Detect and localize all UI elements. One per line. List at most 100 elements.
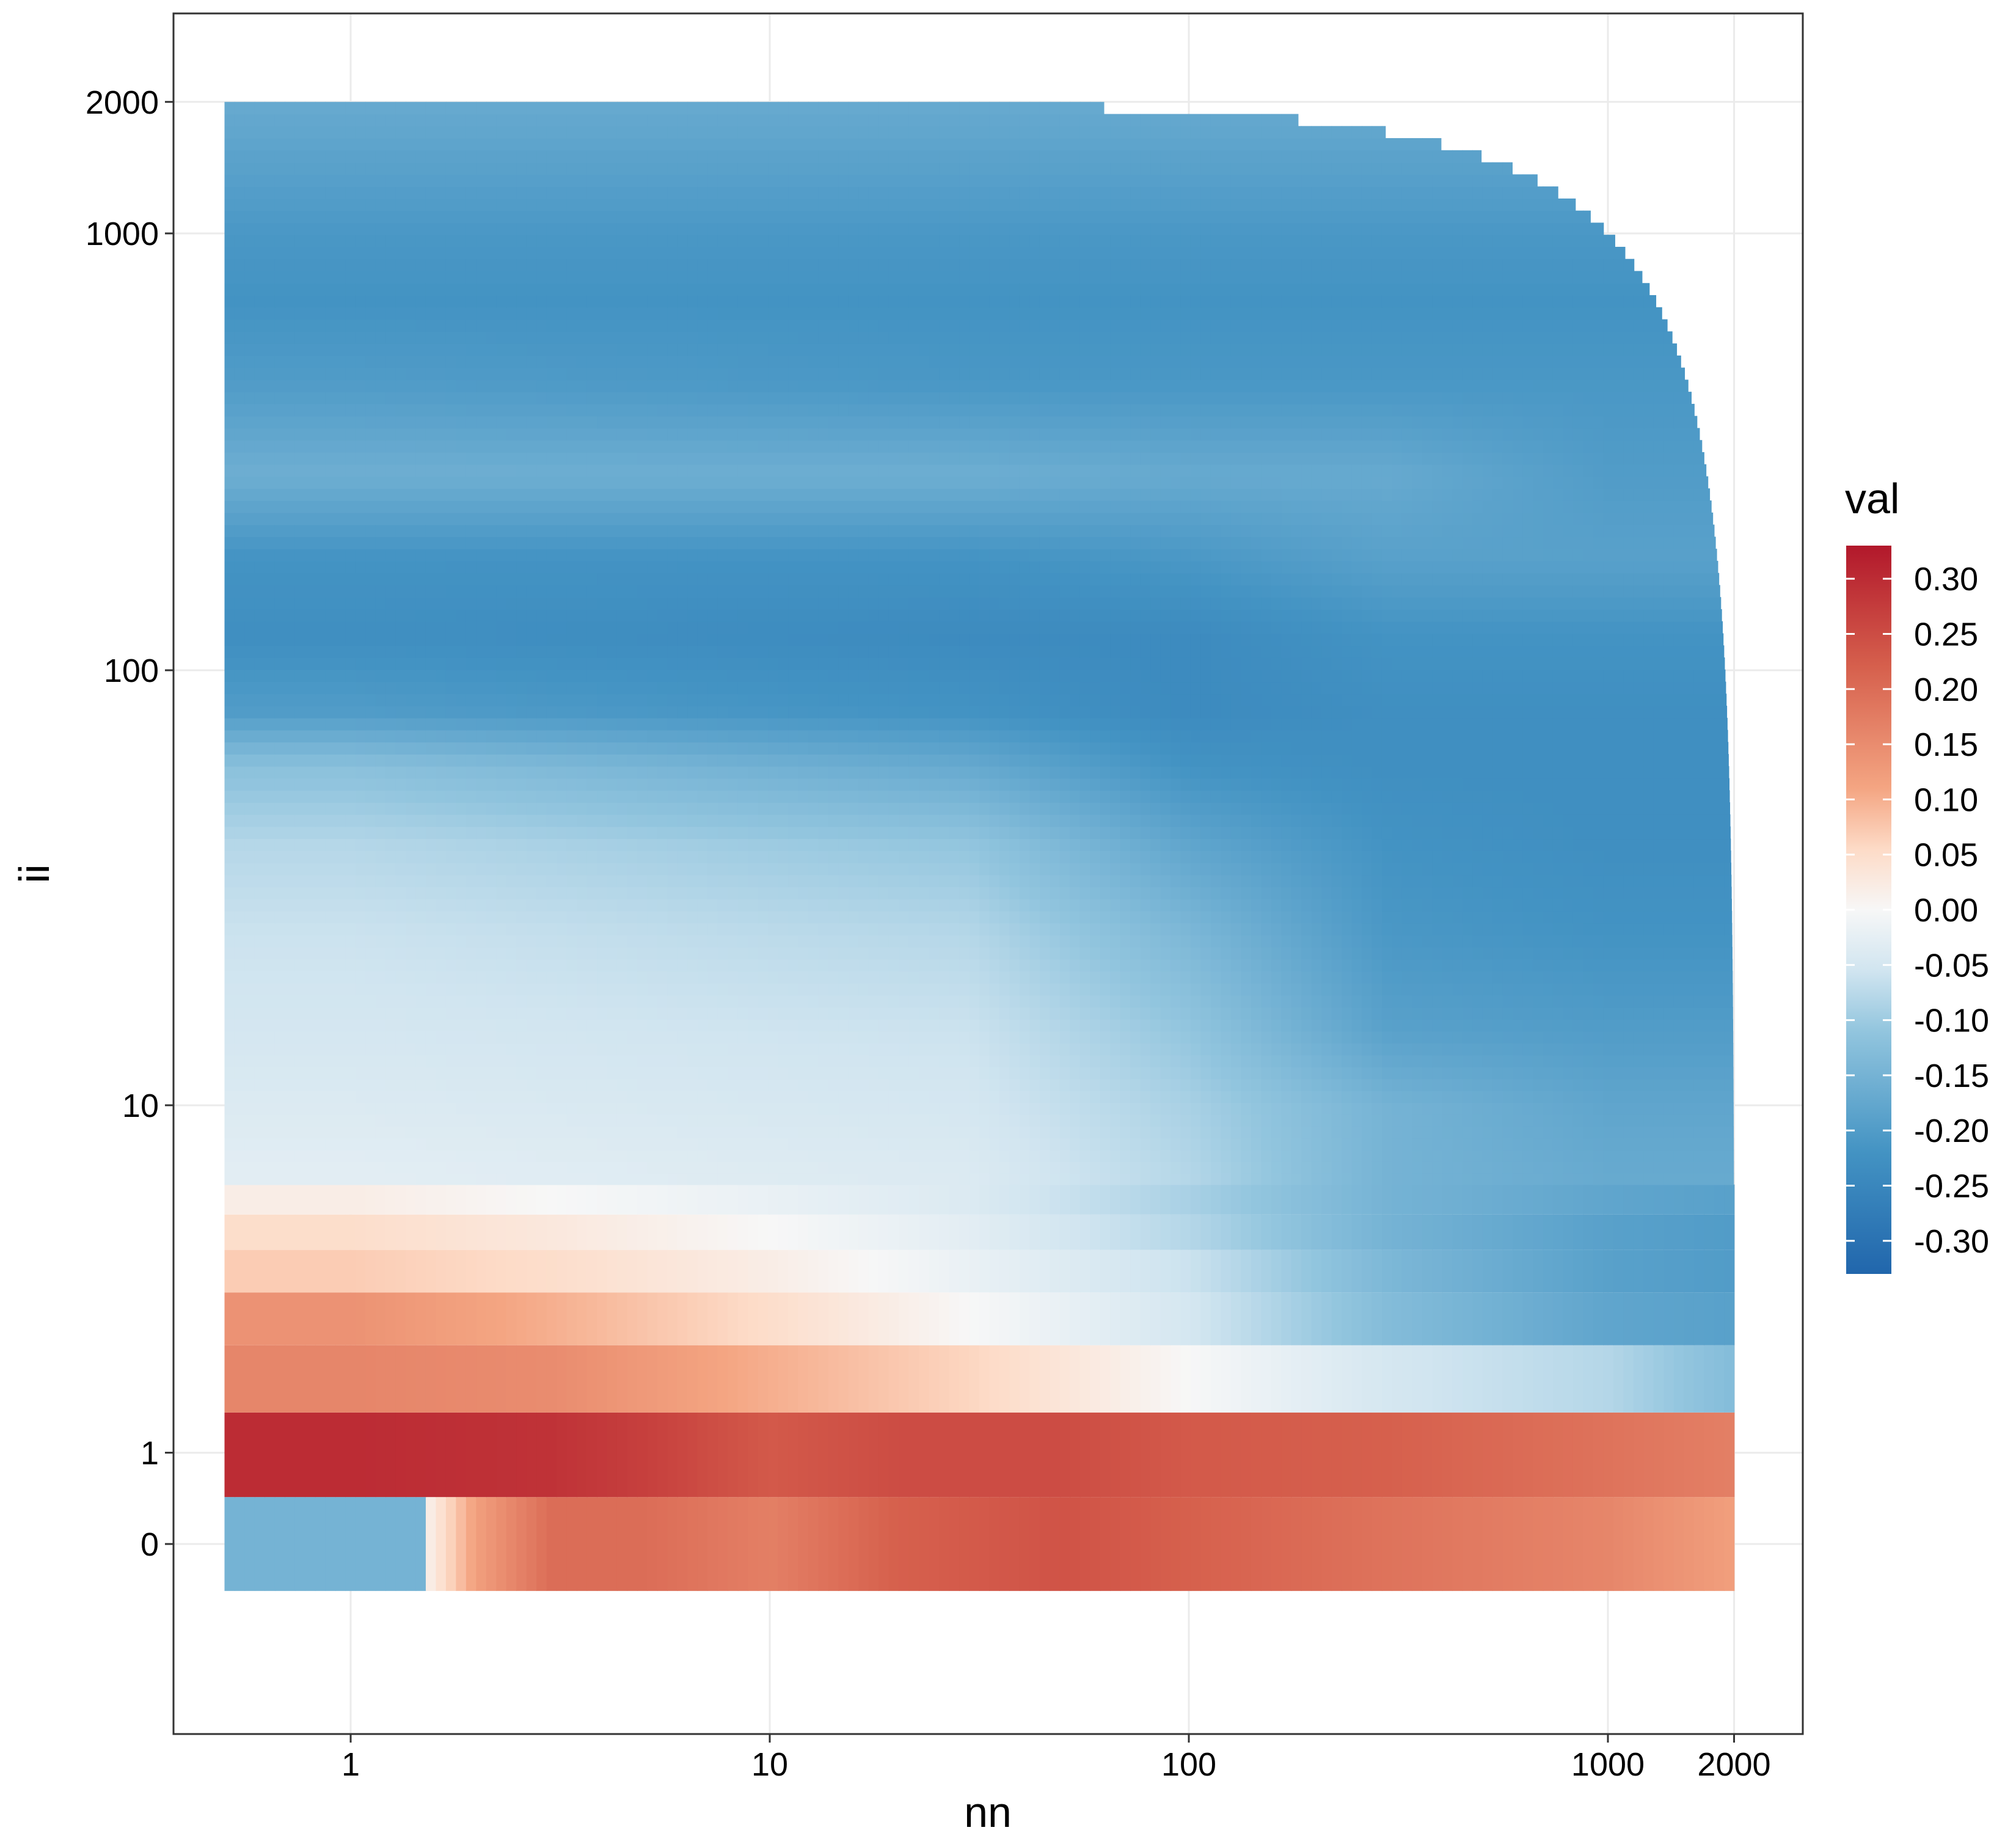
heatmap-cell [385, 1067, 396, 1080]
heatmap-cell [466, 1078, 477, 1091]
heatmap-cell [1371, 1184, 1382, 1215]
heatmap-cell [979, 887, 990, 899]
heatmap-cell [1724, 1102, 1734, 1115]
heatmap-cell [1472, 946, 1483, 960]
heatmap-cell [244, 959, 255, 972]
heatmap-cell [1704, 971, 1715, 984]
heatmap-cell [989, 1019, 1000, 1032]
heatmap-cell [1160, 1292, 1171, 1345]
heatmap-cell [1311, 1173, 1322, 1185]
heatmap-cell [1684, 1126, 1695, 1139]
heatmap-cell [1291, 1031, 1302, 1044]
heatmap-cell [1079, 1031, 1091, 1044]
heatmap-cell [486, 1184, 497, 1215]
heatmap-cell [607, 1412, 618, 1498]
heatmap-cell [1543, 1055, 1554, 1067]
heatmap-cell [1180, 1412, 1191, 1498]
heatmap-cell [1381, 1055, 1393, 1067]
heatmap-cell [395, 874, 406, 888]
heatmap-cell [1623, 1042, 1634, 1056]
heatmap-cell [375, 1078, 386, 1091]
heatmap-cell [1271, 946, 1282, 960]
heatmap-cell [828, 923, 839, 935]
heatmap-cell [969, 923, 980, 935]
heatmap-cell [1412, 1292, 1423, 1345]
heatmap-cell [999, 1031, 1010, 1044]
heatmap-cell [1160, 1019, 1171, 1032]
heatmap-cell [234, 1497, 246, 1591]
heatmap-cell [1643, 1497, 1654, 1591]
heatmap-cell [436, 899, 447, 912]
heatmap-cell [616, 1161, 628, 1174]
heatmap-cell [1361, 1102, 1373, 1115]
heatmap-cell [345, 1019, 356, 1032]
heatmap-cell [1714, 1173, 1725, 1185]
heatmap-cell [466, 1031, 477, 1044]
heatmap-cell [768, 1102, 779, 1115]
heatmap-cell [667, 874, 678, 888]
heatmap-cell [557, 1161, 568, 1174]
heatmap-cell [1200, 1292, 1211, 1345]
heatmap-cell [737, 971, 748, 984]
heatmap-cell [355, 1102, 366, 1115]
heatmap-cell [687, 1138, 698, 1151]
heatmap-cell [406, 862, 417, 876]
heatmap-cell [486, 1078, 497, 1091]
heatmap-cell [788, 1055, 799, 1067]
heatmap-cell [1462, 1031, 1473, 1044]
heatmap-cell [868, 1067, 880, 1080]
heatmap-cell [1029, 1345, 1040, 1413]
heatmap-cell [1291, 1102, 1302, 1115]
heatmap-cell [406, 995, 417, 1008]
heatmap-cell [1693, 1149, 1704, 1162]
heatmap-cell [1472, 982, 1483, 996]
heatmap-cell [1543, 1345, 1554, 1413]
heatmap-cell [1673, 910, 1684, 924]
heatmap-cell [989, 899, 1000, 912]
heatmap-cell [868, 1078, 880, 1091]
heatmap-cell [1522, 1091, 1533, 1103]
heatmap-cell [1492, 1114, 1503, 1127]
heatmap-cell [616, 1412, 628, 1498]
heatmap-cell [1371, 982, 1382, 996]
heatmap-cell [858, 1019, 869, 1032]
heatmap-cell [345, 935, 356, 948]
heatmap-cell [1442, 1007, 1453, 1020]
heatmap-cell [315, 1412, 326, 1498]
heatmap-cell [1482, 1412, 1493, 1498]
heatmap-cell [1221, 1345, 1232, 1413]
heatmap-cell [456, 1149, 467, 1162]
heatmap-cell [1140, 1149, 1151, 1162]
heatmap-cell [425, 1114, 437, 1127]
heatmap-cell [908, 910, 919, 924]
heatmap-cell [456, 1138, 467, 1151]
heatmap-cell [234, 1149, 246, 1162]
heatmap-cell [476, 1149, 487, 1162]
heatmap-cell [285, 899, 296, 912]
heatmap-cell [647, 1249, 658, 1293]
heatmap-cell [466, 923, 477, 935]
heatmap-cell [1090, 1114, 1101, 1127]
heatmap-cell [325, 971, 336, 984]
heatmap-cell [768, 1497, 779, 1591]
heatmap-cell [597, 1249, 608, 1293]
heatmap-cell [597, 1161, 608, 1174]
heatmap-cell [1230, 1292, 1242, 1345]
heatmap-cell [1482, 923, 1493, 935]
heatmap-cell [1019, 1031, 1031, 1044]
heatmap-cell [1633, 1126, 1645, 1139]
heatmap-cell [1140, 1019, 1151, 1032]
heatmap-cell [436, 923, 447, 935]
heatmap-cell [1563, 1031, 1574, 1044]
heatmap-cell [506, 1007, 517, 1020]
heatmap-cell [294, 862, 306, 876]
heatmap-cell [737, 1042, 748, 1056]
heatmap-cell [697, 1007, 709, 1020]
heatmap-cell [677, 1345, 688, 1413]
heatmap-cell [1321, 899, 1332, 912]
heatmap-cell [848, 1042, 860, 1056]
heatmap-cell [1462, 1173, 1473, 1185]
heatmap-cell [345, 1292, 356, 1345]
heatmap-cell [1653, 982, 1664, 996]
heatmap-cell [1623, 1091, 1634, 1103]
